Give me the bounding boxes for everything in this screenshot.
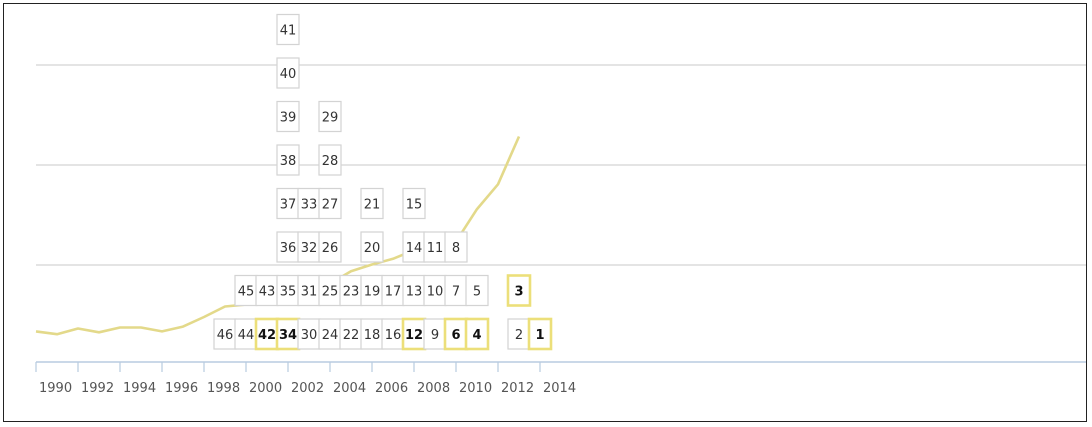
marker-stack-2003: 30 31 32 33 bbox=[297, 187, 321, 350]
rank-label-27: 27 bbox=[322, 198, 339, 213]
x-tick-label-2002: 2002 bbox=[291, 381, 324, 396]
rank-box-4 bbox=[464, 317, 490, 351]
rank-box-20 bbox=[360, 231, 384, 263]
marker-stack-2010: 6 7 8 bbox=[443, 231, 469, 351]
rank-label-20: 20 bbox=[364, 241, 381, 256]
chart-frame: 1990 1992 1994 1996 1998 2000 2002 2004 2006 2008… bbox=[3, 3, 1087, 422]
rank-timeline-chart: 1990 1992 1994 1996 1998 2000 2002 2004 2006 2008… bbox=[35, 13, 1086, 396]
rank-label-8: 8 bbox=[452, 241, 460, 256]
marker-stack-2000: 44 45 bbox=[234, 274, 258, 350]
x-tick-label-1992: 1992 bbox=[81, 381, 114, 396]
x-tick-label-2012: 2012 bbox=[501, 381, 534, 396]
marker-stack-1999: 46 bbox=[213, 318, 237, 350]
rank-label-35: 35 bbox=[280, 285, 297, 300]
rank-label-29: 29 bbox=[322, 111, 339, 126]
rank-label-24: 24 bbox=[322, 328, 339, 343]
rank-label-36: 36 bbox=[280, 241, 297, 256]
rank-box-38 bbox=[276, 144, 300, 176]
rank-label-44: 44 bbox=[238, 328, 255, 343]
rank-box-15 bbox=[402, 187, 426, 220]
x-tick-label-2010: 2010 bbox=[459, 381, 492, 396]
rank-label-42: 42 bbox=[258, 328, 276, 343]
x-tick-label-2004: 2004 bbox=[333, 381, 366, 396]
rank-label-33: 33 bbox=[301, 198, 318, 213]
x-tick-label-1994: 1994 bbox=[123, 381, 156, 396]
rank-label-11: 11 bbox=[427, 241, 444, 256]
rank-label-4: 4 bbox=[472, 328, 481, 343]
rank-label-31: 31 bbox=[301, 285, 318, 300]
rank-box-5 bbox=[465, 274, 489, 307]
rank-label-12: 12 bbox=[405, 328, 423, 343]
x-axis: 1990 1992 1994 1996 1998 2000 2002 2004 2006 2008… bbox=[35, 361, 1086, 396]
rank-label-2: 2 bbox=[515, 328, 523, 343]
rank-label-40: 40 bbox=[280, 67, 297, 82]
rank-label-37: 37 bbox=[280, 198, 297, 213]
x-tick-label-2000: 2000 bbox=[249, 381, 282, 396]
rank-box-39 bbox=[276, 100, 300, 133]
rank-box-1 bbox=[527, 317, 553, 351]
rank-label-13: 13 bbox=[406, 285, 423, 300]
x-tick-label-2014: 2014 bbox=[543, 381, 576, 396]
marker-stack-2002: 34 35 36 37 38 39 40 41 bbox=[275, 13, 301, 351]
rank-label-22: 22 bbox=[343, 328, 360, 343]
rank-label-3: 3 bbox=[514, 285, 523, 300]
rank-label-7: 7 bbox=[452, 285, 460, 300]
rank-label-43: 43 bbox=[259, 285, 276, 300]
rank-label-28: 28 bbox=[322, 154, 339, 169]
rank-box-26 bbox=[318, 231, 342, 263]
rank-label-34: 34 bbox=[279, 328, 297, 343]
marker-stack-2006: 18 19 20 21 bbox=[360, 187, 384, 350]
rank-label-5: 5 bbox=[473, 285, 481, 300]
rank-label-6: 6 bbox=[451, 328, 460, 343]
rank-markers: 46 44454243343536373839404130313233242526… bbox=[213, 13, 553, 351]
rank-label-14: 14 bbox=[406, 241, 423, 256]
rank-box-21 bbox=[360, 187, 384, 220]
rank-label-26: 26 bbox=[322, 241, 339, 256]
rank-label-15: 15 bbox=[406, 198, 423, 213]
rank-label-23: 23 bbox=[343, 285, 360, 300]
rank-box-41 bbox=[276, 13, 300, 46]
rank-label-9: 9 bbox=[431, 328, 439, 343]
rank-label-45: 45 bbox=[238, 285, 255, 300]
rank-label-46: 46 bbox=[217, 328, 234, 343]
marker-stack-2004: 24 25 26 27 28 29 bbox=[318, 100, 342, 350]
rank-label-21: 21 bbox=[364, 198, 381, 213]
rank-label-38: 38 bbox=[280, 154, 297, 169]
x-tick-label-2008: 2008 bbox=[417, 381, 450, 396]
rank-box-3 bbox=[506, 274, 532, 307]
rank-box-40 bbox=[276, 57, 300, 89]
marker-stack-2011: 45 bbox=[464, 274, 490, 351]
rank-label-1: 1 bbox=[535, 328, 544, 343]
rank-label-30: 30 bbox=[301, 328, 318, 343]
x-tick-label-1996: 1996 bbox=[165, 381, 198, 396]
marker-stack-2014: 1 bbox=[527, 317, 553, 351]
x-tick-label-1990: 1990 bbox=[39, 381, 72, 396]
rank-label-10: 10 bbox=[427, 285, 444, 300]
rank-label-18: 18 bbox=[364, 328, 381, 343]
marker-stack-2009: 9 10 11 bbox=[423, 231, 447, 350]
marker-stack-2001: 42 43 bbox=[254, 274, 280, 351]
marker-stack-2005: 22 23 bbox=[339, 274, 363, 350]
gridlines bbox=[36, 64, 1086, 266]
rank-label-32: 32 bbox=[301, 241, 318, 256]
rank-label-19: 19 bbox=[364, 285, 381, 300]
rank-label-16: 16 bbox=[385, 328, 402, 343]
rank-label-41: 41 bbox=[280, 24, 297, 39]
x-tick-label-1998: 1998 bbox=[207, 381, 240, 396]
rank-label-25: 25 bbox=[322, 285, 339, 300]
rank-box-29 bbox=[318, 100, 342, 133]
marker-stack-2013: 23 bbox=[506, 274, 532, 350]
x-tick-label-2006: 2006 bbox=[375, 381, 408, 396]
rank-label-17: 17 bbox=[385, 285, 402, 300]
rank-label-39: 39 bbox=[280, 111, 297, 126]
marker-stack-2008: 12 13 14 15 bbox=[401, 187, 427, 351]
rank-box-27 bbox=[318, 187, 342, 220]
rank-box-8 bbox=[444, 231, 468, 263]
rank-box-28 bbox=[318, 144, 342, 176]
